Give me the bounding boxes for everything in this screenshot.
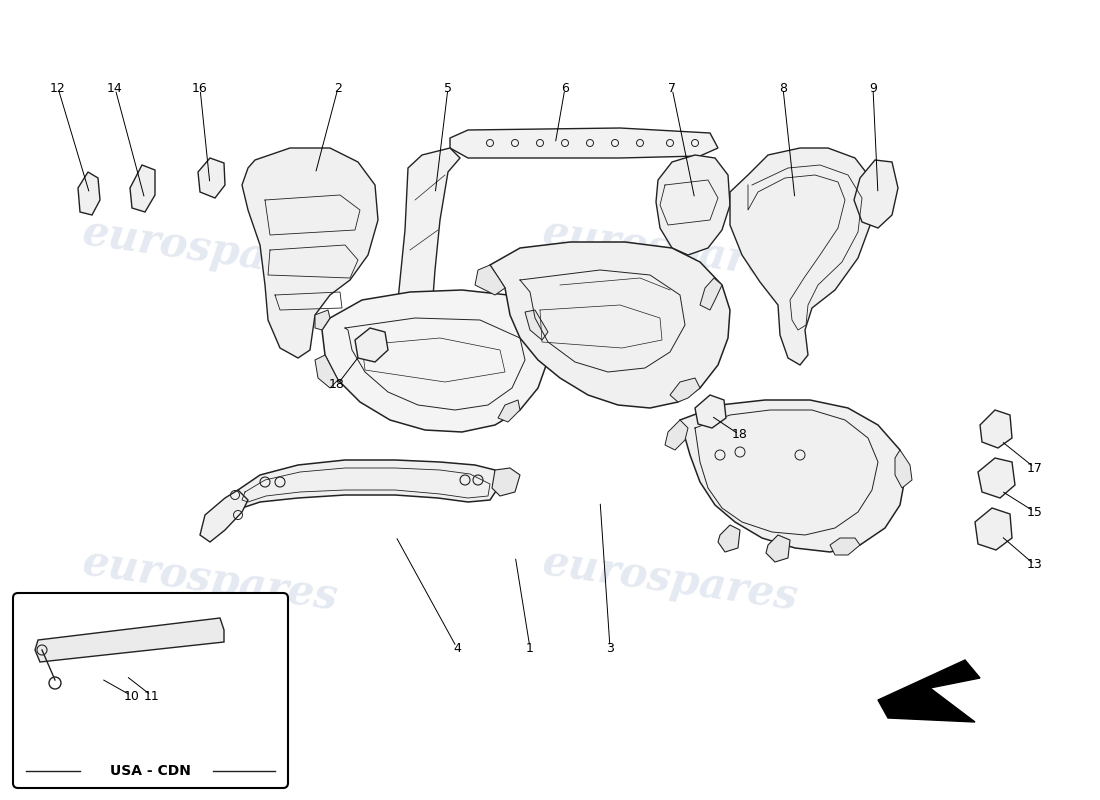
Polygon shape — [975, 508, 1012, 550]
Text: eurospares: eurospares — [539, 211, 801, 289]
Text: 7: 7 — [668, 82, 676, 94]
Polygon shape — [766, 535, 790, 562]
Polygon shape — [198, 158, 226, 198]
Polygon shape — [200, 490, 248, 542]
Text: 1: 1 — [526, 642, 534, 654]
Polygon shape — [315, 310, 330, 330]
Text: 17: 17 — [1027, 462, 1043, 474]
Text: 6: 6 — [561, 82, 569, 94]
Text: 9: 9 — [869, 82, 877, 94]
Text: 3: 3 — [606, 642, 614, 654]
Polygon shape — [878, 660, 980, 722]
Polygon shape — [854, 160, 898, 228]
Polygon shape — [130, 165, 155, 212]
Polygon shape — [680, 400, 905, 552]
Polygon shape — [322, 290, 548, 432]
Text: eurospares: eurospares — [539, 542, 801, 618]
Polygon shape — [450, 128, 718, 158]
Polygon shape — [670, 378, 700, 402]
Polygon shape — [355, 328, 388, 362]
Polygon shape — [656, 155, 730, 255]
Text: 12: 12 — [51, 82, 66, 94]
Polygon shape — [475, 265, 505, 295]
Text: eurospares: eurospares — [79, 542, 341, 618]
Polygon shape — [388, 148, 460, 395]
Text: eurospares: eurospares — [79, 211, 341, 289]
Polygon shape — [700, 278, 722, 310]
Text: 10: 10 — [124, 690, 140, 702]
Polygon shape — [718, 525, 740, 552]
Text: 16: 16 — [192, 82, 208, 94]
Text: 15: 15 — [1027, 506, 1043, 518]
Text: 5: 5 — [444, 82, 452, 94]
Text: 14: 14 — [107, 82, 123, 94]
Text: 11: 11 — [144, 690, 159, 702]
Polygon shape — [498, 400, 520, 422]
Text: 2: 2 — [334, 82, 342, 94]
Polygon shape — [666, 420, 688, 450]
Polygon shape — [490, 242, 730, 408]
Polygon shape — [895, 450, 912, 488]
FancyBboxPatch shape — [13, 593, 288, 788]
Polygon shape — [695, 395, 726, 428]
Polygon shape — [242, 148, 378, 358]
Polygon shape — [525, 310, 548, 340]
Text: 18: 18 — [329, 378, 345, 391]
Polygon shape — [78, 172, 100, 215]
Polygon shape — [730, 148, 872, 365]
Text: 18: 18 — [733, 429, 748, 442]
Polygon shape — [830, 538, 860, 555]
Text: 8: 8 — [779, 82, 786, 94]
Polygon shape — [235, 460, 498, 508]
Polygon shape — [35, 618, 224, 662]
Text: 13: 13 — [1027, 558, 1043, 571]
Polygon shape — [315, 355, 338, 388]
Polygon shape — [980, 410, 1012, 448]
Text: 4: 4 — [453, 642, 461, 654]
Polygon shape — [492, 468, 520, 496]
Text: USA - CDN: USA - CDN — [110, 764, 191, 778]
Polygon shape — [978, 458, 1015, 498]
